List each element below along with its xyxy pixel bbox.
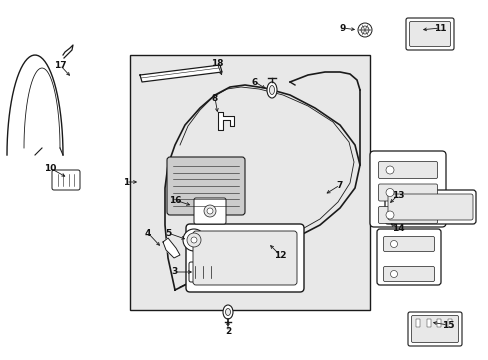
Polygon shape bbox=[140, 65, 222, 82]
Text: 8: 8 bbox=[211, 94, 218, 103]
Ellipse shape bbox=[390, 240, 397, 248]
Text: 14: 14 bbox=[391, 224, 404, 233]
Text: 2: 2 bbox=[224, 328, 231, 337]
Text: 1: 1 bbox=[122, 177, 129, 186]
Text: 11: 11 bbox=[433, 23, 446, 32]
Bar bbox=[426, 319, 430, 327]
Text: 6: 6 bbox=[251, 77, 258, 86]
FancyBboxPatch shape bbox=[189, 262, 217, 282]
Text: 3: 3 bbox=[170, 267, 177, 276]
Text: 5: 5 bbox=[164, 229, 171, 238]
Ellipse shape bbox=[183, 229, 204, 251]
Ellipse shape bbox=[225, 309, 230, 315]
Ellipse shape bbox=[385, 211, 393, 219]
Ellipse shape bbox=[206, 208, 213, 214]
Ellipse shape bbox=[186, 233, 201, 247]
Ellipse shape bbox=[385, 166, 393, 174]
Text: 13: 13 bbox=[391, 190, 404, 199]
FancyBboxPatch shape bbox=[383, 266, 434, 282]
Text: 18: 18 bbox=[210, 59, 223, 68]
FancyBboxPatch shape bbox=[185, 224, 304, 292]
Text: 7: 7 bbox=[336, 180, 343, 189]
Bar bbox=[447, 319, 451, 327]
Text: 4: 4 bbox=[144, 229, 151, 238]
FancyBboxPatch shape bbox=[408, 22, 449, 46]
Ellipse shape bbox=[269, 86, 274, 95]
FancyBboxPatch shape bbox=[405, 18, 453, 50]
FancyBboxPatch shape bbox=[378, 207, 437, 224]
FancyBboxPatch shape bbox=[52, 170, 80, 190]
Polygon shape bbox=[218, 112, 234, 130]
Bar bbox=[415, 319, 419, 327]
FancyBboxPatch shape bbox=[369, 151, 445, 227]
Ellipse shape bbox=[191, 237, 197, 243]
Ellipse shape bbox=[385, 189, 393, 197]
Bar bbox=[436, 319, 441, 327]
FancyBboxPatch shape bbox=[411, 315, 458, 342]
Polygon shape bbox=[163, 238, 180, 258]
FancyBboxPatch shape bbox=[194, 198, 225, 224]
FancyBboxPatch shape bbox=[378, 184, 437, 201]
Ellipse shape bbox=[203, 205, 216, 217]
Bar bbox=[130, 55, 369, 310]
FancyBboxPatch shape bbox=[378, 162, 437, 179]
FancyBboxPatch shape bbox=[383, 237, 434, 252]
FancyBboxPatch shape bbox=[384, 190, 475, 224]
Text: 17: 17 bbox=[54, 60, 66, 69]
Text: 16: 16 bbox=[168, 195, 181, 204]
FancyBboxPatch shape bbox=[407, 312, 461, 346]
Ellipse shape bbox=[390, 270, 397, 278]
Ellipse shape bbox=[266, 82, 276, 98]
Ellipse shape bbox=[360, 26, 368, 34]
Text: 15: 15 bbox=[441, 320, 453, 329]
Ellipse shape bbox=[357, 23, 371, 37]
Text: 9: 9 bbox=[339, 23, 346, 32]
Ellipse shape bbox=[223, 305, 232, 319]
Text: 12: 12 bbox=[273, 251, 285, 260]
FancyBboxPatch shape bbox=[167, 157, 244, 215]
FancyBboxPatch shape bbox=[387, 194, 472, 220]
Text: 10: 10 bbox=[44, 163, 56, 172]
FancyBboxPatch shape bbox=[193, 231, 296, 285]
FancyBboxPatch shape bbox=[376, 229, 440, 285]
